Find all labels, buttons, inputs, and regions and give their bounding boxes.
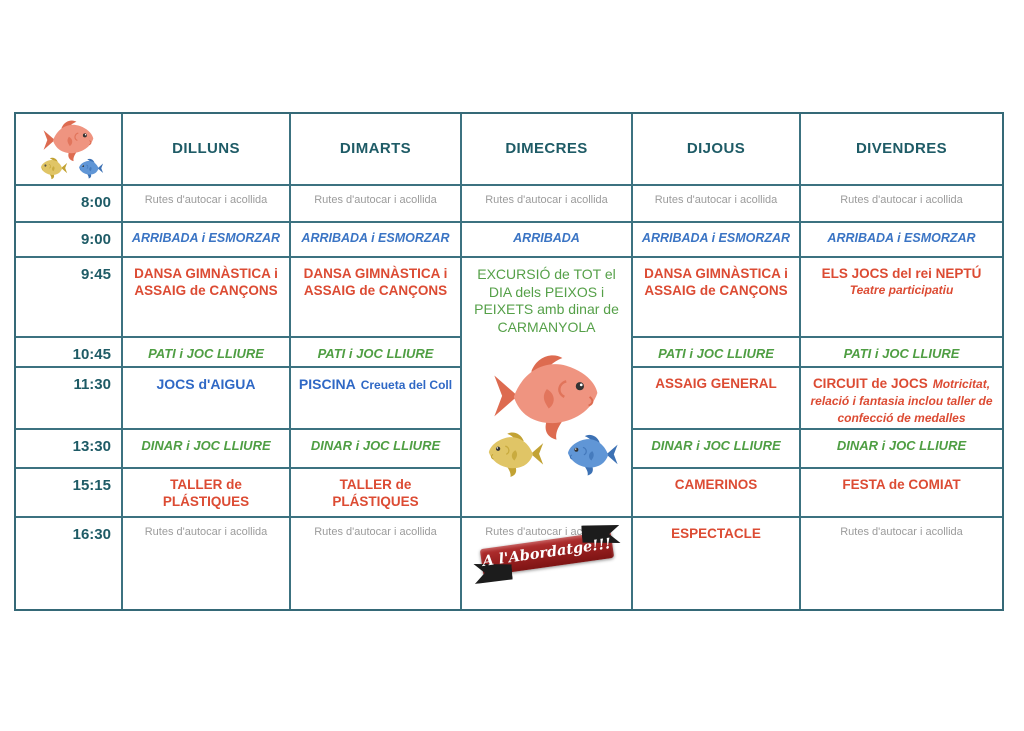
activity-title: ELS JOCS del rei NEPTÚ xyxy=(821,266,982,281)
cell-fri-0800: Rutes d'autocar i acollida xyxy=(801,186,1002,221)
cell-thu-1515: CAMERINOS xyxy=(633,469,799,516)
activity-subtitle: Creueta del Coll xyxy=(360,378,453,392)
time-label-1515: 15:15 xyxy=(16,469,121,516)
cell-tue-0945: DANSA GIMNÀSTICA i ASSAIG de CANÇONS xyxy=(291,258,460,336)
time-label-0945: 9:45 xyxy=(16,258,121,336)
cell-fri-1045: PATI i JOC LLIURE xyxy=(801,338,1002,366)
fish-trio-icon xyxy=(487,354,618,478)
time-label-1045: 10:45 xyxy=(16,338,121,366)
day-header-dilluns: DILLUNS xyxy=(123,114,289,184)
time-label-0800: 8:00 xyxy=(16,186,121,221)
cell-tue-1045: PATI i JOC LLIURE xyxy=(291,338,460,366)
cell-wed-0900: ARRIBADA xyxy=(462,223,631,256)
activity-subtitle: Motricitat, relació i fantasia inclou ta… xyxy=(810,377,993,425)
cell-mon-0945: DANSA GIMNÀSTICA i ASSAIG de CANÇONS xyxy=(123,258,289,336)
cell-fri-1330: DINAR i JOC LLIURE xyxy=(801,430,1002,467)
activity-subtitle: Teatre participatiu xyxy=(849,282,954,297)
cell-fri-1515: FESTA de COMIAT xyxy=(801,469,1002,516)
cell-thu-1045: PATI i JOC LLIURE xyxy=(633,338,799,366)
cell-tue-1330: DINAR i JOC LLIURE xyxy=(291,430,460,467)
cell-tue-0800: Rutes d'autocar i acollida xyxy=(291,186,460,221)
weekly-schedule-table: DILLUNS DIMARTS DIMECRES DIJOUS DIVENDRE… xyxy=(14,112,1004,611)
cell-mon-1330: DINAR i JOC LLIURE xyxy=(123,430,289,467)
cell-fri-1630: Rutes d'autocar i acollida xyxy=(801,518,1002,609)
cell-tue-1130: PISCINA Creueta del Coll xyxy=(291,368,460,428)
cell-thu-0900: ARRIBADA i ESMORZAR xyxy=(633,223,799,256)
cell-tue-1630: Rutes d'autocar i acollida xyxy=(291,518,460,609)
cell-wed-0800: Rutes d'autocar i acollida xyxy=(462,186,631,221)
cell-mon-1515: TALLER de PLÁSTIQUES xyxy=(123,469,289,516)
cell-tue-0900: ARRIBADA i ESMORZAR xyxy=(291,223,460,256)
time-label-0900: 9:00 xyxy=(16,223,121,256)
cell-mon-1630: Rutes d'autocar i acollida xyxy=(123,518,289,609)
cell-mon-1130: JOCS d'AIGUA xyxy=(123,368,289,428)
cell-thu-0945: DANSA GIMNÀSTICA i ASSAIG de CANÇONS xyxy=(633,258,799,336)
time-label-1130: 11:30 xyxy=(16,368,121,428)
cell-wed-excursion-merged: EXCURSIÓ de TOT el DIA dels PEIXOS i PEI… xyxy=(462,258,631,516)
cell-fri-1130: CIRCUIT de JOCS Motricitat, relació i fan… xyxy=(801,368,1002,428)
cell-thu-0800: Rutes d'autocar i acollida xyxy=(633,186,799,221)
excursion-text: EXCURSIÓ de TOT el DIA dels PEIXOS i PEI… xyxy=(474,266,619,335)
cell-tue-1515: TALLER de PLÁSTIQUES xyxy=(291,469,460,516)
cell-thu-1630: ESPECTACLE xyxy=(633,518,799,609)
cell-mon-0800: Rutes d'autocar i acollida xyxy=(123,186,289,221)
activity-title: PISCINA xyxy=(298,376,356,392)
cell-thu-1330: DINAR i JOC LLIURE xyxy=(633,430,799,467)
cell-fri-0900: ARRIBADA i ESMORZAR xyxy=(801,223,1002,256)
day-header-dimecres: DIMECRES xyxy=(462,114,631,184)
time-label-1630: 16:30 xyxy=(16,518,121,609)
fish-trio-icon xyxy=(40,119,103,180)
cell-thu-1130: ASSAIG GENERAL xyxy=(633,368,799,428)
cell-wed-1630: Rutes d'autocar i acollida A l'Abordatge… xyxy=(462,518,631,609)
cell-mon-1045: PATI i JOC LLIURE xyxy=(123,338,289,366)
day-header-dimarts: DIMARTS xyxy=(291,114,460,184)
activity-title: CIRCUIT de JOCS xyxy=(812,376,928,391)
day-header-divendres: DIVENDRES xyxy=(801,114,1002,184)
cell-mon-0900: ARRIBADA i ESMORZAR xyxy=(123,223,289,256)
table-corner-cell xyxy=(16,114,121,184)
cell-fri-0945: ELS JOCS del rei NEPTÚ Teatre participat… xyxy=(801,258,1002,336)
day-header-dijous: DIJOUS xyxy=(633,114,799,184)
time-label-1330: 13:30 xyxy=(16,430,121,467)
